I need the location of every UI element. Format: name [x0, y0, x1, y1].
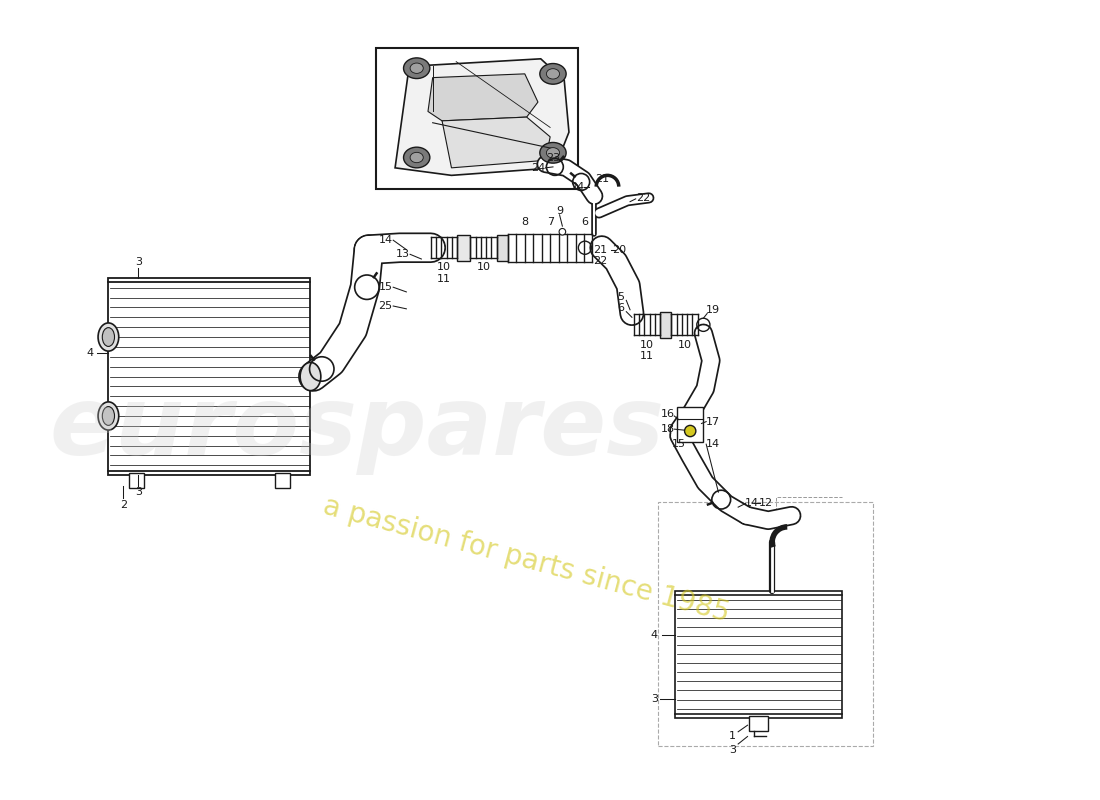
- Text: 10: 10: [640, 339, 654, 350]
- Ellipse shape: [404, 58, 430, 78]
- Text: 14: 14: [378, 235, 393, 246]
- Text: 4: 4: [86, 348, 94, 358]
- Ellipse shape: [410, 152, 424, 162]
- Ellipse shape: [547, 69, 560, 79]
- Text: eurospares: eurospares: [50, 382, 665, 474]
- Text: 22: 22: [593, 256, 607, 266]
- Text: 24: 24: [570, 182, 584, 192]
- Bar: [129, 474, 144, 488]
- Text: a passion for parts since 1985: a passion for parts since 1985: [320, 492, 733, 628]
- Text: 17: 17: [706, 417, 719, 426]
- Text: 3: 3: [135, 257, 142, 267]
- Text: 3: 3: [651, 694, 658, 704]
- Text: 16: 16: [661, 409, 674, 419]
- Bar: [275, 474, 289, 488]
- Text: 18: 18: [661, 424, 674, 434]
- Text: 24: 24: [531, 163, 546, 173]
- Bar: [660, 312, 671, 338]
- Ellipse shape: [540, 63, 566, 84]
- Text: 15: 15: [378, 282, 393, 292]
- Text: 9: 9: [556, 206, 563, 216]
- Text: 11: 11: [640, 351, 654, 361]
- Bar: [109, 278, 310, 475]
- Text: 21: 21: [595, 174, 609, 184]
- Bar: [675, 590, 843, 718]
- Text: 20: 20: [612, 245, 626, 254]
- Polygon shape: [395, 59, 569, 175]
- Ellipse shape: [102, 406, 114, 426]
- Text: 15: 15: [672, 439, 686, 449]
- Ellipse shape: [300, 362, 321, 390]
- Text: 3: 3: [729, 745, 736, 754]
- Circle shape: [684, 426, 696, 437]
- Text: 19: 19: [706, 305, 719, 314]
- Text: 21: 21: [593, 245, 607, 254]
- Text: 8: 8: [521, 218, 528, 227]
- Polygon shape: [442, 117, 550, 168]
- Bar: [458, 234, 471, 261]
- Text: 10: 10: [476, 262, 491, 273]
- Text: 13: 13: [396, 250, 409, 259]
- Text: 14: 14: [745, 498, 759, 508]
- Ellipse shape: [540, 142, 566, 163]
- Text: 25: 25: [378, 301, 393, 311]
- Bar: [658, 502, 872, 746]
- Text: 6: 6: [617, 303, 624, 313]
- Text: 12: 12: [759, 498, 773, 508]
- Ellipse shape: [547, 148, 560, 158]
- Text: 11: 11: [437, 274, 451, 284]
- Text: 22: 22: [636, 193, 650, 203]
- Text: 1: 1: [729, 731, 736, 742]
- Text: 14: 14: [706, 439, 719, 449]
- Ellipse shape: [98, 323, 119, 351]
- Text: 6: 6: [582, 218, 588, 227]
- Bar: [496, 234, 508, 261]
- Ellipse shape: [98, 402, 119, 430]
- Bar: [676, 406, 703, 442]
- Text: 23: 23: [546, 154, 560, 163]
- Text: 3: 3: [135, 487, 142, 497]
- Text: 4: 4: [651, 630, 658, 640]
- Ellipse shape: [404, 147, 430, 168]
- Text: 5: 5: [617, 292, 624, 302]
- Ellipse shape: [410, 63, 424, 74]
- Text: 7: 7: [547, 218, 553, 227]
- Polygon shape: [428, 74, 538, 121]
- Bar: [376, 47, 579, 189]
- Circle shape: [559, 229, 565, 235]
- Text: 10: 10: [437, 262, 451, 273]
- Text: 2: 2: [120, 500, 127, 510]
- Text: 10: 10: [678, 339, 692, 350]
- Bar: [749, 716, 768, 731]
- Ellipse shape: [102, 328, 114, 346]
